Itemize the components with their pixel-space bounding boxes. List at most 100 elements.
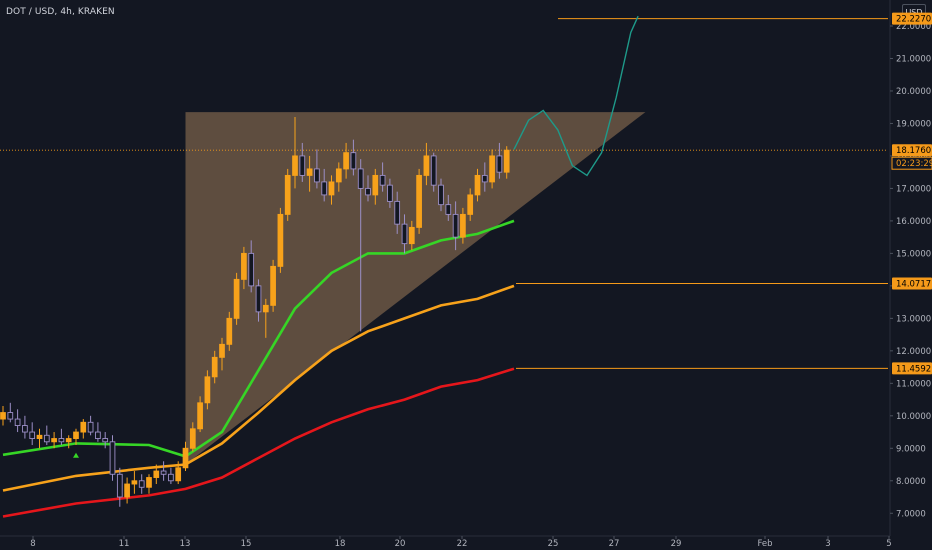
candle-body (357, 168, 364, 189)
candle (197, 396, 203, 433)
candle-body (292, 155, 298, 176)
current-price-badge-label: 18.1760 (896, 146, 931, 156)
price-tick-label: 9.0000 (896, 444, 926, 454)
candle (248, 240, 255, 293)
ema-slow-line (2, 367, 515, 518)
candle (146, 474, 152, 494)
candle (387, 178, 393, 208)
candle (489, 149, 495, 189)
time-tick-label: 3 (825, 539, 830, 549)
candle (116, 467, 123, 507)
candle-body (219, 343, 225, 358)
candle-body (299, 155, 306, 176)
price-tick-label: 15.0000 (896, 249, 931, 259)
candle (379, 162, 386, 192)
candle (80, 419, 87, 439)
candle-body (408, 226, 415, 245)
candle (189, 422, 196, 452)
candle-body (343, 152, 349, 170)
candle-body (168, 473, 174, 482)
candle-body (350, 152, 357, 170)
candle (394, 191, 401, 234)
price-tick-label: 19.0000 (896, 119, 931, 129)
time-tick-label: 25 (548, 539, 559, 549)
candle (219, 337, 225, 371)
candle-body (7, 412, 14, 420)
time-tick-label: 11 (119, 539, 130, 549)
price-tick-label: 21.0000 (896, 54, 931, 64)
time-tick-label: 29 (671, 539, 682, 549)
candle (36, 428, 43, 449)
candle (160, 461, 167, 481)
candle (335, 162, 342, 192)
ema-mid-line (2, 284, 515, 492)
price-tick-label: 22.0000 (896, 22, 931, 32)
candle (270, 259, 276, 312)
price-tick-label: 16.0000 (896, 217, 931, 227)
candle (467, 188, 474, 221)
price-tick-label: 20.0000 (896, 87, 931, 97)
candle (87, 415, 94, 436)
time-tick-label: 18 (335, 539, 346, 549)
candle (175, 461, 182, 485)
candle (350, 139, 357, 176)
candle-body (284, 174, 291, 215)
candle-body (175, 467, 182, 482)
candle (445, 194, 452, 221)
candle (58, 428, 65, 446)
current-price-badge (892, 144, 932, 157)
time-tick-label: 5 (886, 539, 891, 549)
candle (460, 207, 466, 244)
candle-body (270, 265, 276, 306)
support-1-badge (892, 277, 932, 290)
symbol-title[interactable]: DOT / USD, 4h, KRAKEN (6, 7, 115, 17)
support-1-badge-label: 14.0717 (896, 280, 931, 290)
price-tick-label: 10.0000 (896, 412, 931, 422)
candle-body (372, 174, 379, 196)
ascending-triangle-pattern (185, 112, 646, 465)
candle (328, 175, 335, 205)
candle (204, 370, 211, 410)
candle (7, 402, 14, 423)
candle-body (51, 438, 57, 443)
candle-body (102, 438, 109, 443)
candle-body (138, 480, 145, 488)
price-tick-label: 13.0000 (896, 314, 931, 324)
candle (51, 432, 57, 449)
candle-body (241, 252, 247, 280)
candle (496, 142, 503, 179)
candle (481, 162, 488, 192)
candle (365, 175, 371, 202)
candle (43, 425, 50, 446)
candle (182, 441, 189, 472)
candle-body (73, 431, 79, 439)
candle (131, 471, 138, 494)
candle-body (226, 317, 233, 345)
candle-body (306, 168, 313, 176)
candle (452, 201, 459, 251)
candle (416, 168, 422, 234)
support-2-badge-label: 11.4592 (896, 364, 931, 374)
candles (0, 116, 510, 507)
candle-body (160, 470, 167, 475)
candle-body (481, 174, 488, 183)
candle-body (233, 278, 240, 319)
candle (153, 464, 160, 485)
candle-body (423, 155, 430, 176)
candle (314, 149, 320, 189)
candle-body (503, 149, 510, 173)
candle-body (58, 438, 65, 443)
candle-body (255, 285, 262, 313)
candle-body (189, 428, 196, 449)
candle-body (204, 376, 211, 404)
candle (423, 142, 430, 186)
candle-body (248, 252, 255, 287)
candle (226, 311, 233, 351)
time-tick-label: 15 (241, 539, 252, 549)
candle-body (335, 168, 342, 183)
support-2-badge (892, 362, 932, 375)
candle (241, 246, 247, 290)
candle (430, 152, 437, 192)
